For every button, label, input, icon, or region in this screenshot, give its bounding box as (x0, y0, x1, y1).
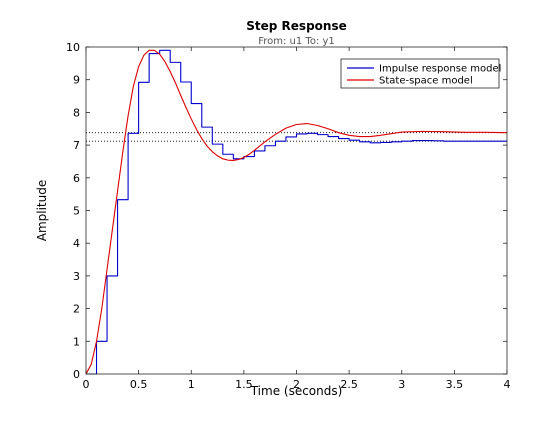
reference-lines (86, 132, 507, 142)
y-tick-label: 9 (73, 74, 80, 87)
axes-layer (86, 47, 507, 374)
x-tick-label: 2 (293, 378, 300, 391)
x-tick-label: 1.5 (235, 378, 253, 391)
x-tick-label: 2.5 (340, 378, 358, 391)
y-tick-label: 4 (73, 237, 80, 250)
x-tick-label: 0 (83, 378, 90, 391)
chart-subtitle: From: u1 To: y1 (258, 36, 335, 47)
y-tick-label: 2 (73, 303, 80, 316)
y-tick-label: 8 (73, 106, 80, 119)
y-tick-label: 5 (73, 205, 80, 218)
y-tick-label: 6 (73, 172, 80, 185)
y-tick-label: 10 (66, 41, 80, 54)
legend-label-0: Impulse response model (379, 64, 501, 75)
plot-area (86, 47, 507, 374)
y-tick-label: 1 (73, 335, 80, 348)
legend-label-1: State-space model (379, 76, 473, 87)
text-layer: Step Response From: u1 To: y1 Time (seco… (35, 19, 347, 398)
x-tick-label: 4 (504, 378, 511, 391)
x-tick-label: 3 (398, 378, 405, 391)
y-tick-label: 7 (73, 139, 80, 152)
y-tick-label: 0 (73, 368, 80, 381)
y-axis-label: Amplitude (35, 180, 49, 242)
x-tick-label: 3.5 (446, 378, 464, 391)
data-series (85, 49, 508, 375)
series-line-1 (85, 49, 508, 375)
y-tick-label: 3 (73, 270, 80, 283)
x-axis-label: Time (seconds) (250, 384, 343, 398)
series-line-0 (86, 49, 507, 375)
x-tick-label: 1 (188, 378, 195, 391)
legend-box (340, 58, 500, 89)
chart-title: Step Response (246, 19, 346, 33)
axis-ticks: 0 0.5 1 1.5 2 2.5 3 3.5 4 0 1 2 3 4 5 6 7 8 9 10 (66, 41, 511, 391)
x-tick-label: 0.5 (130, 378, 148, 391)
